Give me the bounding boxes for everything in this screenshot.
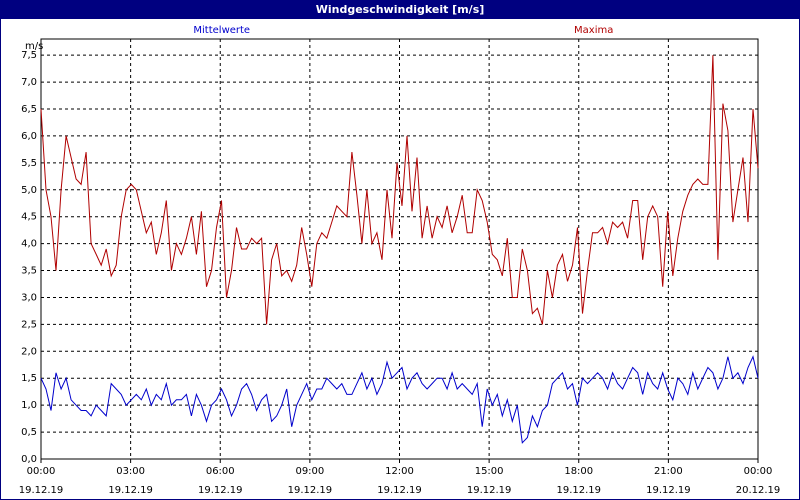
series-line-mittelwerte — [40, 355, 759, 444]
y-tick-label: 7,5 — [21, 50, 37, 61]
x-tick-time: 18:00 — [564, 466, 593, 477]
x-tick-time: 06:00 — [206, 466, 235, 477]
y-tick-label: 7,0 — [21, 77, 37, 88]
y-tick-label: 3,5 — [21, 266, 37, 277]
y-tick-label: 3,0 — [21, 292, 37, 303]
x-tick-date: 19.12.19 — [556, 485, 601, 496]
legend-mittelwerte: Mittelwerte — [193, 25, 250, 36]
x-tick-time: 09:00 — [295, 466, 324, 477]
y-tick-label: 5,5 — [21, 158, 37, 169]
wind-speed-chart: 0,0 0,5 1,0 1,5 2,0 2,5 3,0 3,5 4,0 4,5 5,0 5,5 6,0 6… — [19, 25, 781, 496]
window-title: Windgeschwindigkeit [m/s] — [1, 1, 799, 19]
series-layer — [40, 55, 759, 444]
y-tick-label: 0,5 — [21, 427, 37, 438]
y-tick-label: 4,5 — [21, 212, 37, 223]
x-tick-date: 19.12.19 — [108, 485, 153, 496]
legend: Mittelwerte Maxima — [193, 25, 613, 36]
series-line-maxima — [40, 55, 759, 325]
grid-lines — [41, 39, 758, 459]
x-tick-time: 21:00 — [654, 466, 683, 477]
y-axis-label: m/s — [25, 41, 43, 52]
x-tick-date: 19.12.19 — [467, 485, 512, 496]
y-tick-label: 4,0 — [21, 239, 37, 250]
x-tick-date: 19.12.19 — [19, 485, 64, 496]
y-tick-label: 0,0 — [21, 454, 37, 465]
y-tick-label: 1,0 — [21, 400, 37, 411]
x-tick-date: 19.12.19 — [646, 485, 691, 496]
x-tick-date: 19.12.19 — [377, 485, 422, 496]
y-tick-label: 1,5 — [21, 373, 37, 384]
axes: 0,0 0,5 1,0 1,5 2,0 2,5 3,0 3,5 4,0 4,5 5,0 5,5 6,0 6… — [19, 38, 781, 496]
legend-maxima: Maxima — [574, 25, 613, 36]
x-tick-time: 12:00 — [385, 466, 414, 477]
y-tick-label: 2,0 — [21, 346, 37, 357]
y-tick-label: 5,0 — [21, 185, 37, 196]
x-tick-time: 00:00 — [744, 466, 773, 477]
x-tick-time: 03:00 — [116, 466, 145, 477]
x-tick-date: 19.12.19 — [198, 485, 243, 496]
y-tick-label: 6,0 — [21, 131, 37, 142]
y-tick-label: 6,5 — [21, 104, 37, 115]
x-tick-date: 20.12.19 — [736, 485, 781, 496]
x-tick-time: 00:00 — [27, 466, 56, 477]
y-tick-label: 2,5 — [21, 319, 37, 330]
x-tick-date: 19.12.19 — [288, 485, 333, 496]
x-tick-time: 15:00 — [475, 466, 504, 477]
